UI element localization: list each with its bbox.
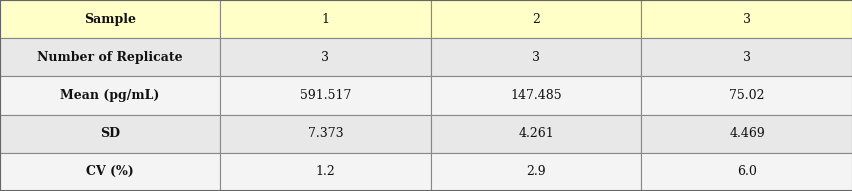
Text: 4.469: 4.469 — [728, 127, 764, 140]
Text: Mean (pg/mL): Mean (pg/mL) — [60, 89, 159, 102]
Text: 3: 3 — [532, 51, 539, 64]
Bar — [430, 76, 641, 115]
Bar — [0, 115, 220, 153]
Bar — [641, 0, 852, 38]
Text: 1: 1 — [321, 13, 329, 26]
Bar — [0, 38, 220, 76]
Bar — [0, 76, 220, 115]
Bar — [220, 38, 430, 76]
Bar — [430, 0, 641, 38]
Bar — [220, 115, 430, 153]
Text: SD: SD — [100, 127, 120, 140]
Text: 75.02: 75.02 — [728, 89, 764, 102]
Text: 1.2: 1.2 — [315, 165, 335, 178]
Bar — [220, 76, 430, 115]
Text: 147.485: 147.485 — [509, 89, 561, 102]
Bar — [641, 153, 852, 191]
Text: 4.261: 4.261 — [518, 127, 553, 140]
Text: 2: 2 — [532, 13, 539, 26]
Bar — [641, 115, 852, 153]
Text: 591.517: 591.517 — [299, 89, 351, 102]
Bar — [641, 38, 852, 76]
Text: CV (%): CV (%) — [86, 165, 134, 178]
Bar — [430, 38, 641, 76]
Bar — [220, 0, 430, 38]
Bar — [430, 153, 641, 191]
Bar — [0, 153, 220, 191]
Text: 6.0: 6.0 — [736, 165, 757, 178]
Text: 3: 3 — [321, 51, 329, 64]
Text: Sample: Sample — [84, 13, 135, 26]
Bar — [0, 0, 220, 38]
Text: 7.373: 7.373 — [308, 127, 343, 140]
Bar — [641, 76, 852, 115]
Text: 3: 3 — [742, 51, 751, 64]
Text: 3: 3 — [742, 13, 751, 26]
Bar — [430, 115, 641, 153]
Text: 2.9: 2.9 — [526, 165, 545, 178]
Bar — [220, 153, 430, 191]
Text: Number of Replicate: Number of Replicate — [37, 51, 182, 64]
